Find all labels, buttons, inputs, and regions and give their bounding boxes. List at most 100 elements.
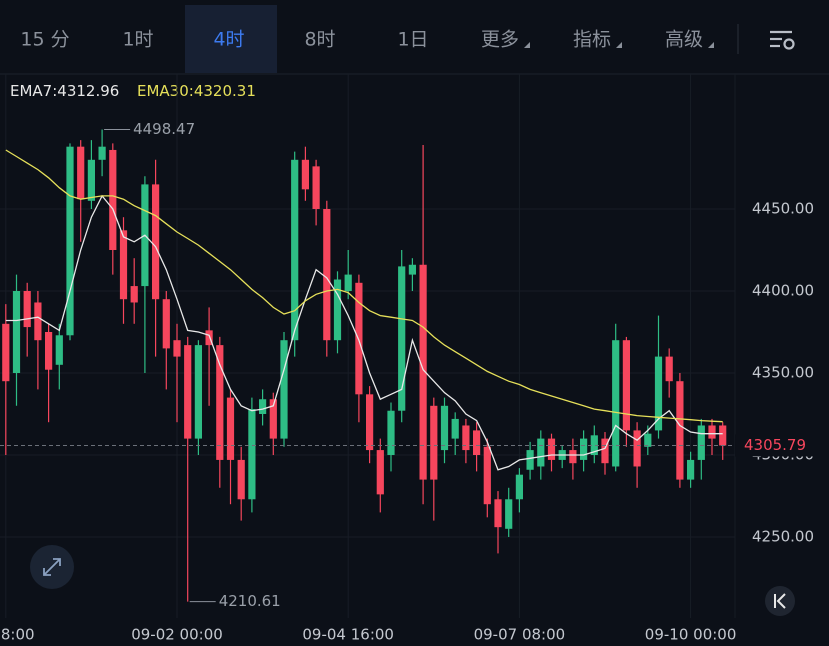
menu-tab[interactable]: 更多 [481, 29, 519, 51]
candle-body [622, 340, 630, 431]
candle-body [526, 450, 534, 470]
candle-body [612, 340, 620, 467]
current-price-box [735, 434, 829, 457]
candle-body [248, 409, 256, 500]
candle-body [66, 146, 74, 336]
y-tick-label: 4400.00 [752, 282, 814, 300]
candle-body [569, 450, 577, 464]
expand-button[interactable] [30, 545, 74, 589]
candle-body [419, 264, 427, 480]
y-tick-label: 4250.00 [752, 528, 814, 546]
candle-body [2, 323, 10, 382]
candle-body [194, 345, 202, 439]
candle-body [109, 149, 117, 250]
legend-entry: EMA30: [137, 82, 194, 100]
candle-body [162, 299, 170, 349]
candle-body [398, 266, 406, 411]
interval-tab[interactable]: 8时 [304, 29, 335, 51]
candle-body [376, 450, 384, 495]
candle-body [130, 286, 138, 303]
candle-body [440, 405, 449, 451]
candle-body [55, 335, 63, 365]
candle-body [98, 146, 106, 160]
candle-body [205, 330, 213, 346]
menu-arrow [708, 42, 714, 48]
y-tick-label: 4350.00 [752, 364, 814, 382]
candle-body [676, 381, 684, 480]
min-label: 4210.61 [219, 592, 281, 610]
candle-body [269, 399, 277, 439]
candle-body [633, 430, 641, 467]
candle-body [344, 274, 352, 291]
candle-body [719, 425, 727, 446]
ema-line [5, 194, 723, 471]
menu-arrow [616, 42, 622, 48]
legend-value: 4312.96 [57, 82, 119, 100]
selected-tab-bg [185, 5, 277, 73]
candle-body [280, 340, 288, 439]
interval-tab[interactable]: 1时 [122, 29, 153, 51]
current-price-label: 4305.79 [744, 436, 806, 454]
candle-body [494, 499, 502, 528]
candle-body [355, 282, 363, 395]
candle-body [665, 356, 673, 382]
legend-value: 4320.31 [194, 82, 256, 100]
candle-body [237, 459, 245, 500]
interval-tab[interactable]: 1日 [397, 29, 428, 51]
candle-body [323, 209, 331, 341]
candle-body [45, 332, 53, 370]
menu-arrow [524, 42, 530, 48]
candle-body [34, 302, 42, 341]
candle-body [408, 264, 416, 275]
y-tick-label: 4450.00 [752, 200, 814, 218]
candle-body [483, 446, 491, 505]
candle-body [23, 291, 31, 328]
candle-body [184, 345, 192, 439]
candle-body [537, 438, 545, 467]
ema-line [5, 149, 723, 423]
candle-body [515, 474, 523, 500]
menu-tab[interactable]: 高级 [665, 29, 703, 51]
candle-body [12, 291, 21, 373]
candle-body [708, 425, 716, 439]
ema-legend: EMA30:4320.31 [137, 82, 256, 100]
candle-body [77, 146, 85, 200]
candle-body [644, 433, 652, 447]
x-tick-label: 09-07 08:00 [474, 626, 566, 644]
candle-body [366, 394, 374, 451]
candle-body [301, 159, 309, 190]
candle-body [580, 438, 588, 460]
candle-body [333, 279, 342, 341]
candle-body [687, 459, 695, 480]
candle-body [451, 418, 459, 439]
candle-body [291, 159, 299, 341]
candle-body [216, 345, 224, 460]
candle-body [505, 499, 513, 529]
interval-tab[interactable]: 15 分 [20, 29, 69, 51]
candle-body [312, 166, 320, 209]
x-tick-label: 09-02 00:00 [131, 626, 223, 644]
candle-body [473, 430, 481, 455]
candle-body [226, 397, 235, 460]
x-tick-label: 0 08:00 [0, 626, 35, 644]
settings-icon[interactable] [770, 30, 795, 50]
candle-body [259, 399, 267, 414]
x-tick-label: 09-04 16:00 [302, 626, 394, 644]
candle-body [87, 159, 95, 201]
menu-tab[interactable]: 指标 [573, 29, 611, 51]
candle-body [152, 184, 160, 300]
scroll-latest-button[interactable] [765, 586, 795, 616]
candle-body [462, 425, 470, 451]
candle-body [430, 405, 438, 480]
max-label: 4498.47 [133, 120, 195, 138]
ema-legend: EMA7:4312.96 [10, 82, 119, 100]
interval-tab[interactable]: 4时 [213, 29, 244, 51]
candle-body [601, 438, 609, 464]
candle-body [173, 340, 181, 357]
candle-body [119, 230, 128, 300]
x-tick-label: 09-10 00:00 [645, 626, 737, 644]
candle-body [387, 410, 395, 455]
